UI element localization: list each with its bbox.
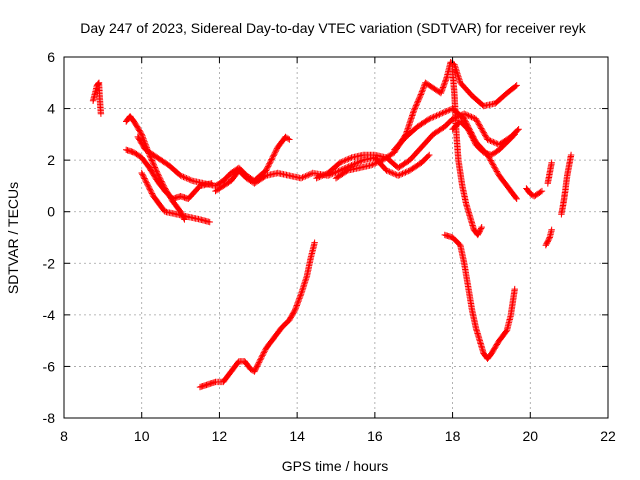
series-markers xyxy=(523,185,546,200)
series-markers xyxy=(196,239,318,391)
x-tick-label: 12 xyxy=(212,428,228,444)
y-tick-label: -4 xyxy=(43,307,56,323)
x-tick-label: 22 xyxy=(600,428,616,444)
data-points xyxy=(89,59,575,391)
y-tick-label: 6 xyxy=(47,49,55,65)
y-tick-labels: -8 -6 -4 -2 0 2 4 6 xyxy=(43,49,56,426)
series-markers xyxy=(212,151,433,195)
series-arc-g xyxy=(313,110,522,182)
y-tick-label: -6 xyxy=(43,358,56,374)
series-arc-l xyxy=(449,118,518,159)
series-markers xyxy=(89,79,105,117)
x-tick-label: 8 xyxy=(60,428,68,444)
x-tick-label: 10 xyxy=(134,428,150,444)
series-arc-j xyxy=(441,231,518,362)
axis-ticks xyxy=(63,56,609,419)
y-tick-label: -2 xyxy=(43,255,56,271)
series-arc-q xyxy=(558,151,575,218)
series-markers xyxy=(313,110,522,182)
series-arc-m xyxy=(196,239,318,391)
series-markers xyxy=(138,169,213,226)
series-markers xyxy=(449,118,518,159)
series-markers xyxy=(441,231,518,362)
x-tick-label: 14 xyxy=(289,428,305,444)
series-markers xyxy=(123,146,215,202)
series-arc-o xyxy=(542,226,555,249)
series-arc-f xyxy=(212,151,433,195)
x-tick-label: 16 xyxy=(367,428,383,444)
series-arc-c xyxy=(123,146,215,202)
y-axis-label: SDTVAR / TECUs xyxy=(5,182,21,294)
series-arc-p xyxy=(544,159,555,187)
series-markers xyxy=(449,66,485,239)
x-tick-label: 18 xyxy=(445,428,461,444)
x-axis-label: GPS time / hours xyxy=(282,458,389,474)
series-arc-d xyxy=(138,169,213,226)
series-arc-h xyxy=(332,59,520,182)
x-tick-label: 20 xyxy=(522,428,538,444)
y-tick-label: 0 xyxy=(47,204,55,220)
series-arc-k xyxy=(449,66,485,239)
series-arc-n xyxy=(523,185,546,200)
chart-title: Day 247 of 2023, Sidereal Day-to-day VTE… xyxy=(80,20,586,36)
y-tick-label: 2 xyxy=(47,152,55,168)
series-markers xyxy=(558,151,575,218)
series-markers xyxy=(544,159,555,187)
plot-frame xyxy=(63,56,609,419)
y-tick-label: -8 xyxy=(43,410,56,426)
series-markers xyxy=(542,226,555,249)
series-markers xyxy=(332,59,520,182)
x-tick-labels: 8 10 12 14 16 18 20 22 xyxy=(60,428,616,444)
series-arc-a xyxy=(89,79,105,117)
y-tick-label: 4 xyxy=(47,101,55,117)
